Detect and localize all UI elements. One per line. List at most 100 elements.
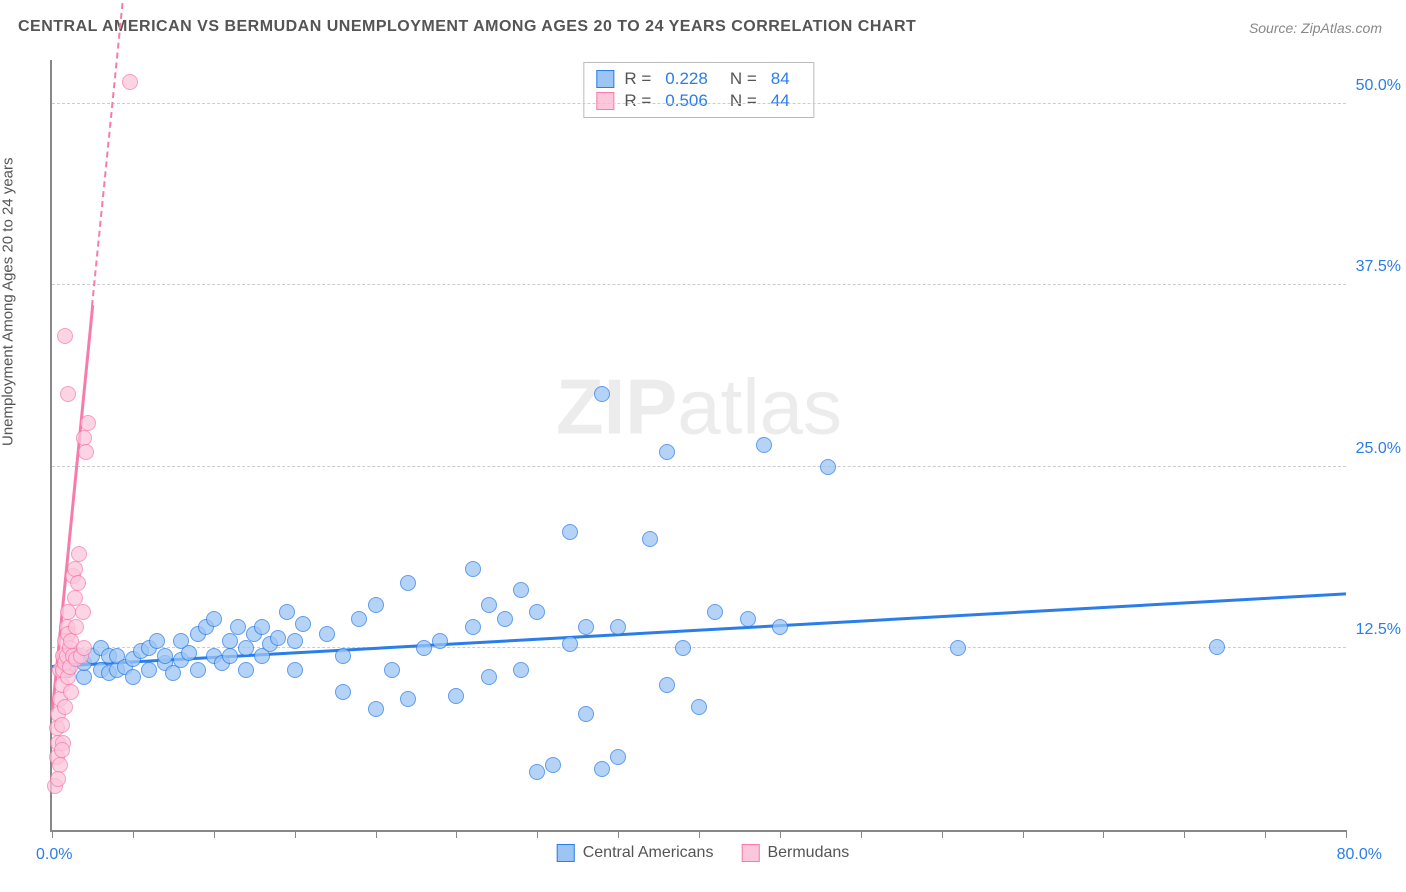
series-swatch (596, 92, 614, 110)
scatter-point (659, 677, 675, 693)
scatter-point (545, 757, 561, 773)
scatter-point (238, 640, 254, 656)
legend-label: Central Americans (583, 844, 714, 862)
scatter-point (820, 459, 836, 475)
scatter-point (384, 662, 400, 678)
scatter-point (448, 688, 464, 704)
scatter-point (190, 662, 206, 678)
scatter-point (78, 444, 94, 460)
chart-title: CENTRAL AMERICAN VS BERMUDAN UNEMPLOYMEN… (18, 18, 916, 36)
y-tick-label: 25.0% (1356, 440, 1401, 458)
x-tick (295, 830, 296, 838)
scatter-point (642, 531, 658, 547)
scatter-point (279, 604, 295, 620)
scatter-point (157, 648, 173, 664)
scatter-point (149, 633, 165, 649)
x-tick (618, 830, 619, 838)
scatter-point (335, 684, 351, 700)
scatter-point (707, 604, 723, 620)
correlation-stats-box: R =0.228N =84R =0.506N =44 (583, 62, 814, 118)
r-label: R = (624, 69, 651, 89)
x-tick (780, 830, 781, 838)
scatter-point (740, 611, 756, 627)
source-label: Source: ZipAtlas.com (1249, 20, 1382, 36)
scatter-point (1209, 639, 1225, 655)
scatter-point (60, 386, 76, 402)
x-tick (376, 830, 377, 838)
x-max-label: 80.0% (1337, 846, 1382, 864)
scatter-point (675, 640, 691, 656)
scatter-point (562, 636, 578, 652)
scatter-point (181, 645, 197, 661)
stats-row: R =0.228N =84 (596, 69, 801, 89)
scatter-point (756, 437, 772, 453)
scatter-point (481, 597, 497, 613)
y-tick-label: 50.0% (1356, 77, 1401, 95)
scatter-point (67, 590, 83, 606)
r-value: 0.506 (665, 91, 708, 111)
grid-line (52, 103, 1346, 104)
x-tick (1265, 830, 1266, 838)
scatter-point (465, 561, 481, 577)
scatter-point (610, 749, 626, 765)
scatter-point (52, 757, 68, 773)
r-value: 0.228 (665, 69, 708, 89)
scatter-point (432, 633, 448, 649)
scatter-point (578, 619, 594, 635)
grid-line (52, 284, 1346, 285)
y-tick-label: 37.5% (1356, 258, 1401, 276)
x-tick (1103, 830, 1104, 838)
watermark: ZIPatlas (556, 361, 842, 452)
series-swatch (741, 844, 759, 862)
series-swatch (596, 70, 614, 88)
y-tick-label: 12.5% (1356, 621, 1401, 639)
x-tick (214, 830, 215, 838)
scatter-point (400, 575, 416, 591)
scatter-point (529, 604, 545, 620)
scatter-point (529, 764, 545, 780)
n-label: N = (730, 91, 757, 111)
x-origin-label: 0.0% (36, 846, 72, 864)
scatter-point (76, 669, 92, 685)
scatter-point (50, 771, 66, 787)
scatter-point (238, 662, 254, 678)
x-tick (1023, 830, 1024, 838)
x-tick (1346, 830, 1347, 838)
scatter-point (400, 691, 416, 707)
scatter-point (368, 701, 384, 717)
scatter-point (70, 575, 86, 591)
scatter-point (54, 717, 70, 733)
x-tick (699, 830, 700, 838)
legend-item: Bermudans (741, 844, 849, 862)
plot-area: ZIPatlas R =0.228N =84R =0.506N =44 12.5… (50, 60, 1346, 832)
scatter-point (562, 524, 578, 540)
scatter-point (610, 619, 626, 635)
x-tick (942, 830, 943, 838)
scatter-point (141, 662, 157, 678)
scatter-point (67, 561, 83, 577)
scatter-point (57, 328, 73, 344)
scatter-point (368, 597, 384, 613)
scatter-point (68, 619, 84, 635)
scatter-point (594, 386, 610, 402)
x-tick (537, 830, 538, 838)
scatter-point (80, 415, 96, 431)
scatter-point (125, 669, 141, 685)
n-value: 84 (771, 69, 790, 89)
y-axis-label: Unemployment Among Ages 20 to 24 years (0, 157, 17, 446)
scatter-point (691, 699, 707, 715)
scatter-point (254, 619, 270, 635)
scatter-point (319, 626, 335, 642)
scatter-point (416, 640, 432, 656)
scatter-point (465, 619, 481, 635)
scatter-point (206, 611, 222, 627)
scatter-point (54, 742, 70, 758)
grid-line (52, 466, 1346, 467)
scatter-point (71, 546, 87, 562)
scatter-point (122, 74, 138, 90)
series-swatch (557, 844, 575, 862)
scatter-point (230, 619, 246, 635)
x-tick (1184, 830, 1185, 838)
legend-item: Central Americans (557, 844, 714, 862)
scatter-point (63, 684, 79, 700)
